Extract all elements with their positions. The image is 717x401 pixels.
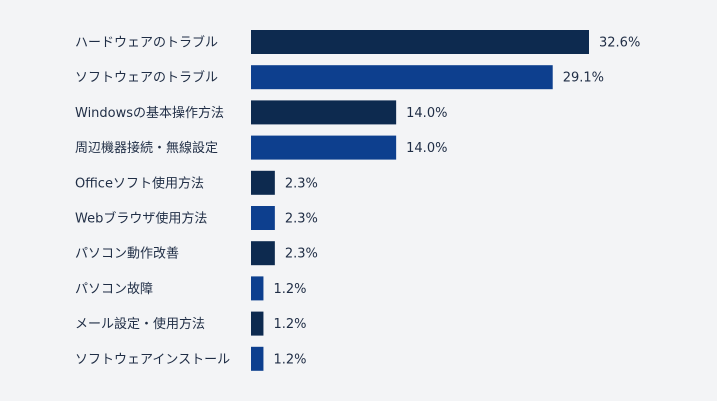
value-label: 14.0%: [406, 106, 447, 121]
value-label: 32.6%: [599, 36, 640, 51]
category-label: Windowsの基本操作方法: [75, 105, 224, 121]
category-label: Officeソフト使用方法: [75, 175, 204, 191]
category-label: 周辺機器接続・無線設定: [75, 140, 218, 156]
value-label: 29.1%: [563, 71, 604, 86]
bar: [251, 241, 275, 266]
bar: [251, 276, 264, 301]
bar: [251, 30, 589, 54]
bar: [251, 206, 275, 230]
value-label: 2.3%: [285, 212, 318, 227]
bar: [251, 170, 275, 195]
category-label: パソコン故障: [75, 282, 153, 297]
category-label: メール設定・使用方法: [75, 316, 205, 332]
category-label: パソコン動作改善: [75, 246, 179, 262]
bar: [251, 135, 397, 160]
value-label: 2.3%: [285, 247, 318, 262]
bar: [251, 65, 553, 90]
value-label: 1.2%: [273, 317, 306, 332]
bar: [251, 311, 264, 336]
category-label: ソフトウェアのトラブル: [75, 70, 218, 86]
category-label: Webブラウザ使用方法: [75, 211, 207, 227]
value-label: 1.2%: [273, 352, 306, 367]
category-label: ソフトウェアインストール: [75, 352, 230, 367]
category-label: ハードウェアのトラブル: [75, 35, 218, 51]
bar: [251, 100, 397, 125]
bar: [251, 346, 264, 371]
value-label: 1.2%: [273, 282, 306, 297]
value-label: 14.0%: [406, 141, 447, 156]
value-label: 2.3%: [285, 176, 318, 191]
